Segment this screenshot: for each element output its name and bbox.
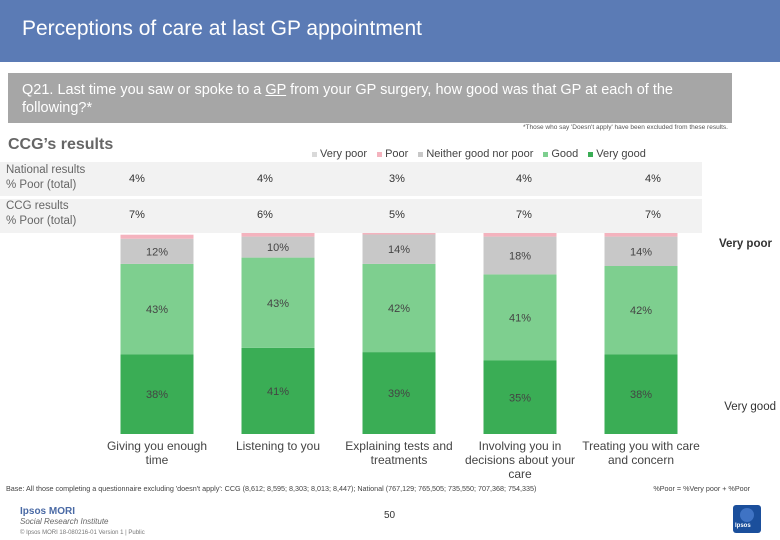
bar-segment [604,236,678,266]
ipsos-logo-circle [740,508,754,522]
ipsos-logo: Ipsos [733,505,761,533]
section-title: CCG’s results [8,136,114,153]
page-title: Perceptions of care at last GP appointme… [22,17,423,40]
bar-segment [120,263,194,355]
very-good-side-label: Very good [724,401,776,413]
bar-segment [604,354,678,434]
logo-subtitle: Social Research Institute [20,517,109,526]
data-label: 14% [388,244,410,256]
national-value: 4% [257,173,273,185]
ccg-row-label: CCG results% Poor (total) [6,200,77,227]
ccg-value: 7% [129,209,145,221]
data-label: 38% [146,389,168,401]
ccg-value: 7% [516,209,532,221]
data-label: 14% [630,246,652,258]
bar-segment [120,354,194,434]
data-label: 35% [509,392,531,404]
legend-item-poor: Poor [377,148,408,160]
bar-segment [362,234,436,264]
national-value: 4% [129,173,145,185]
national-value: 4% [645,173,661,185]
ccg-value: 5% [389,209,405,221]
ipsos-logo-text: Ipsos [735,523,751,529]
question-box: Q21. Last time you saw or spoke to a GP … [8,73,732,123]
bar-segment [604,266,678,355]
x-axis-category: Listening to you [235,439,321,453]
ccg-value: 6% [257,209,273,221]
national-value: 4% [516,173,532,185]
data-label: 39% [388,388,410,400]
exclusion-note: *Those who say 'Doesn't apply' have been… [523,124,728,131]
bar-segment-poor [241,232,315,237]
bar-segment [362,352,436,434]
national-results-row: National results% Poor (total) 4% 4% 3% … [0,162,702,196]
bar-segment [120,238,194,264]
ipsos-mori-logo: Ipsos MORI [20,506,76,517]
ccg-value: 7% [645,209,661,221]
x-axis-category: Giving you enough time [106,439,208,467]
bar-segment [483,360,557,434]
base-note: Base: All those completing a questionnai… [6,484,537,493]
legend-item-neither: Neither good nor poor [418,148,533,160]
legend-item-good: Good [543,148,578,160]
x-axis-category: Explaining tests and treatments [345,439,453,467]
data-label: 43% [146,304,168,316]
bar-segment [241,347,315,434]
bar-segment-poor [120,234,194,239]
data-label: 41% [267,386,289,398]
very-poor-side-label: Very poor [718,238,772,250]
national-row-label: National results% Poor (total) [6,164,86,191]
title-bar: Perceptions of care at last GP appointme… [0,0,780,62]
data-label: 43% [267,298,289,310]
ccg-results-row: CCG results% Poor (total) 7% 6% 5% 7% 7% [0,199,702,233]
data-label: 18% [509,251,531,263]
legend-item-very-poor: Very poor [312,148,367,160]
data-label: 38% [630,389,652,401]
bar-segment [241,236,315,258]
data-label: 41% [509,312,531,324]
bar-segment [483,236,557,275]
copyright: © Ipsos MORI 18-080216-01 Version 1 | Pu… [20,530,145,536]
bar-segment-poor [604,232,678,237]
bar-segment [483,274,557,361]
data-label: 42% [630,305,652,317]
legend-item-very-good: Very good [588,148,646,160]
question-text: Q21. Last time you saw or spoke to a GP … [22,82,673,116]
x-axis-category: Involving you in decisions about your ca… [464,439,576,481]
data-label: 42% [388,303,410,315]
bar-segment [362,263,436,353]
x-axis-category: Treating you with care and concern [582,439,700,467]
data-label: 12% [146,246,168,258]
chart-legend: Very poor Poor Neither good nor poor Goo… [312,148,646,160]
national-value: 3% [389,173,405,185]
data-label: 10% [267,242,289,254]
bar-segment-poor [483,232,557,237]
poor-definition-note: %Poor = %Very poor + %Poor [653,484,750,493]
page-number: 50 [384,510,396,521]
bar-segment [241,257,315,348]
